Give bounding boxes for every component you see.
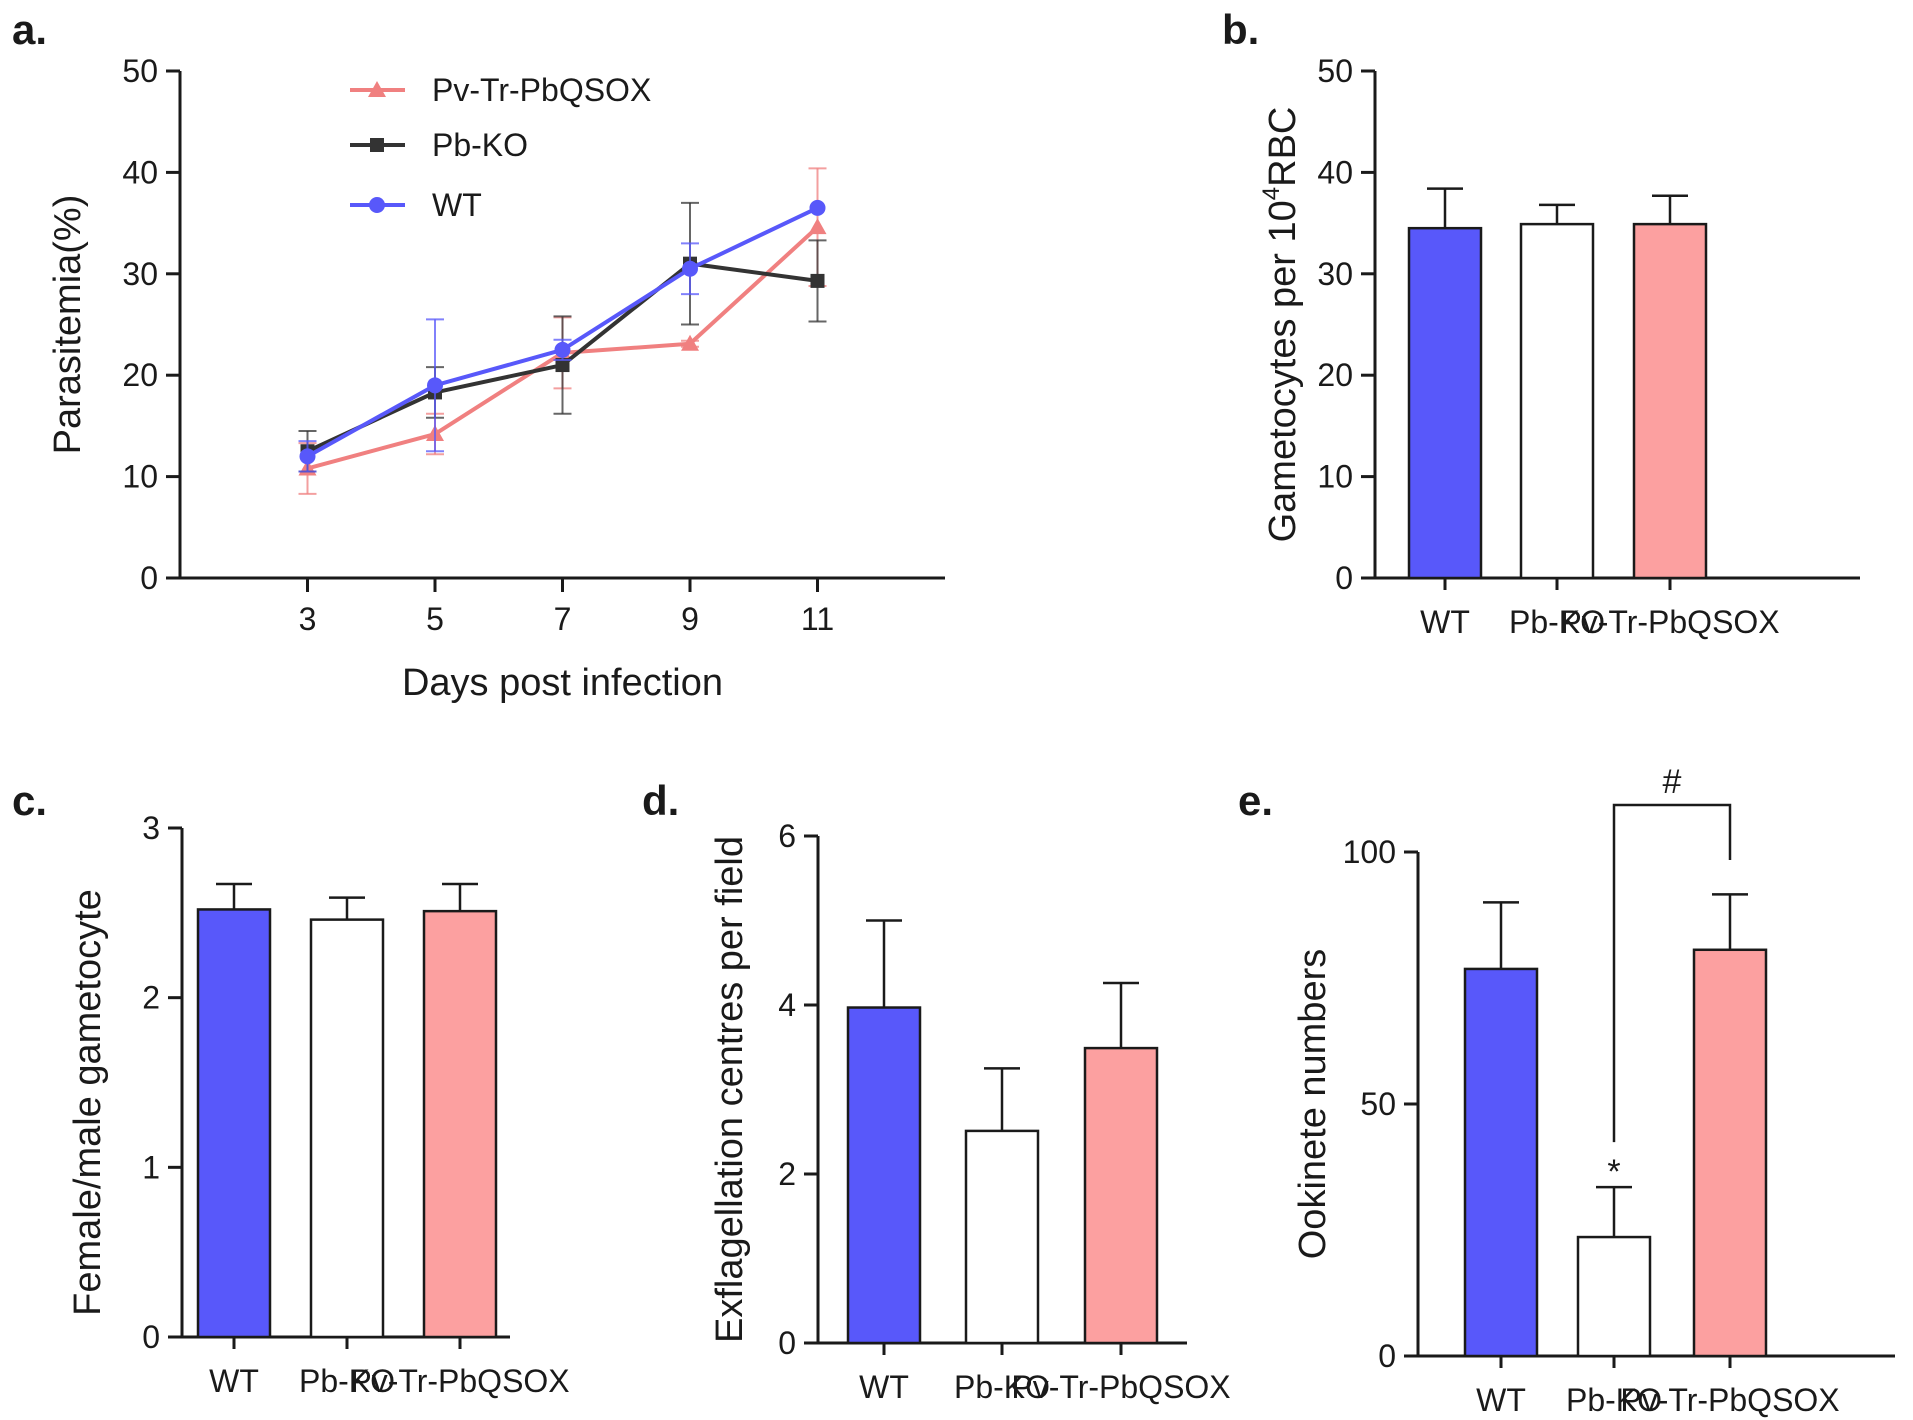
- x-tick-label: Pv-Tr-PbQSOX: [1011, 1369, 1230, 1405]
- y-axis-title-tail: RBC: [1262, 107, 1304, 187]
- marker-square: [810, 273, 825, 288]
- x-tick-label: Pv-Tr-PbQSOX: [1560, 604, 1779, 640]
- y-axis-title: Ookinete numbers: [1292, 949, 1334, 1260]
- bar-pv-tr-pbqsox: [1692, 948, 1768, 1358]
- bar-wt: [1463, 967, 1539, 1358]
- bar-wt: [846, 1006, 922, 1345]
- y-tick-label: 40: [122, 154, 158, 190]
- marker-circle: [554, 341, 571, 358]
- y-tick-label: 2: [142, 980, 160, 1016]
- x-tick-label: 7: [554, 601, 572, 637]
- y-tick-label: 50: [122, 53, 158, 89]
- y-tick-label: 30: [1317, 256, 1353, 292]
- bar-wt: [1407, 226, 1483, 580]
- x-tick-label: 11: [801, 601, 834, 637]
- y-axis-title: Gametocytes per 104RBC: [1258, 107, 1304, 543]
- panel-label-c: c.: [12, 777, 47, 824]
- y-tick-label: 10: [122, 459, 158, 495]
- bar-pb-ko: [964, 1129, 1040, 1345]
- legend-label: WT: [432, 187, 482, 223]
- y-tick-label: 10: [1317, 459, 1353, 495]
- y-tick-label: 20: [122, 357, 158, 393]
- marker-triangle: [681, 334, 699, 351]
- x-axis-title: Days post infection: [402, 662, 723, 704]
- y-tick-label: 40: [1317, 154, 1353, 190]
- x-tick-label: WT: [859, 1369, 909, 1405]
- legend: Pv-Tr-PbQSOX Pb-KO WT: [350, 72, 651, 223]
- x-tick-label: Pb-KO: [1509, 604, 1605, 640]
- significance-bracket: [1612, 803, 1732, 1143]
- y-tick-label: 2: [778, 1156, 796, 1192]
- x-tick-label: 9: [681, 601, 699, 637]
- y-tick-label: 0: [1378, 1338, 1396, 1374]
- y-tick-label: 6: [778, 818, 796, 854]
- series-wt: [298, 199, 826, 473]
- x-tick-label: WT: [1420, 604, 1470, 640]
- x-tick-label: 5: [426, 601, 444, 637]
- panel-label-e: e.: [1238, 777, 1273, 824]
- panel-label-b: b.: [1222, 6, 1259, 53]
- y-axis-title-main: Gametocytes per 10: [1262, 200, 1304, 542]
- panel-label-a: a.: [12, 6, 47, 53]
- bar-wt: [196, 908, 272, 1339]
- bar-pb-ko: [1576, 1235, 1652, 1358]
- x-tick-label: Pb-KO: [954, 1369, 1050, 1405]
- bar-pv-tr-pbqsox: [422, 909, 498, 1339]
- y-tick-label: 3: [142, 810, 160, 846]
- x-tick-label: WT: [1476, 1382, 1526, 1418]
- marker-triangle: [808, 218, 827, 235]
- x-tick-label: WT: [209, 1363, 259, 1399]
- legend-label: Pv-Tr-PbQSOX: [432, 72, 651, 108]
- x-tick-label: Pb-KO: [299, 1363, 395, 1399]
- marker-square: [370, 138, 384, 152]
- bar-pb-ko: [1519, 222, 1595, 580]
- y-tick-label: 0: [142, 1319, 160, 1355]
- bar-pv-tr-pbqsox: [1083, 1046, 1159, 1345]
- y-axis-title: Parasitemia(%): [47, 195, 89, 455]
- y-axis-title: Female/male gametocyte: [67, 889, 109, 1316]
- marker-circle: [369, 197, 385, 213]
- y-tick-label: 1: [142, 1149, 160, 1185]
- bar-pb-ko: [309, 918, 385, 1339]
- y-tick-label: 100: [1343, 834, 1396, 870]
- x-tick-label: Pv-Tr-PbQSOX: [350, 1363, 569, 1399]
- marker-square: [555, 358, 570, 373]
- y-tick-label: 0: [778, 1325, 796, 1361]
- y-tick-label: 30: [122, 256, 158, 292]
- x-tick-label: 3: [299, 601, 317, 637]
- significance-asterisk: *: [1607, 1153, 1620, 1191]
- significance-hash: #: [1663, 763, 1682, 801]
- x-tick-label: Pb-KO: [1566, 1382, 1662, 1418]
- panel-label-d: d.: [642, 777, 679, 824]
- marker-circle: [809, 199, 826, 216]
- y-tick-label: 20: [1317, 357, 1353, 393]
- y-tick-label: 50: [1360, 1086, 1396, 1122]
- y-tick-label: 50: [1317, 53, 1353, 89]
- y-tick-label: 0: [140, 560, 158, 596]
- y-axis-title: Exflagellation centres per field: [709, 836, 751, 1343]
- marker-triangle: [368, 81, 386, 97]
- marker-circle: [427, 377, 443, 394]
- legend-label: Pb-KO: [432, 127, 528, 163]
- x-tick-label: Pv-Tr-PbQSOX: [1620, 1382, 1839, 1418]
- marker-circle: [682, 260, 698, 277]
- marker-circle: [299, 448, 316, 465]
- panel-a: a. 0 10 20 30 40 50 3 5 7 9 11 Days post infection Pa…: [12, 6, 945, 704]
- bar-pv-tr-pbqsox: [1632, 222, 1708, 580]
- y-tick-label: 4: [778, 987, 796, 1023]
- y-tick-label: 0: [1335, 560, 1353, 596]
- y-axis-title-sup: 4: [1258, 187, 1285, 200]
